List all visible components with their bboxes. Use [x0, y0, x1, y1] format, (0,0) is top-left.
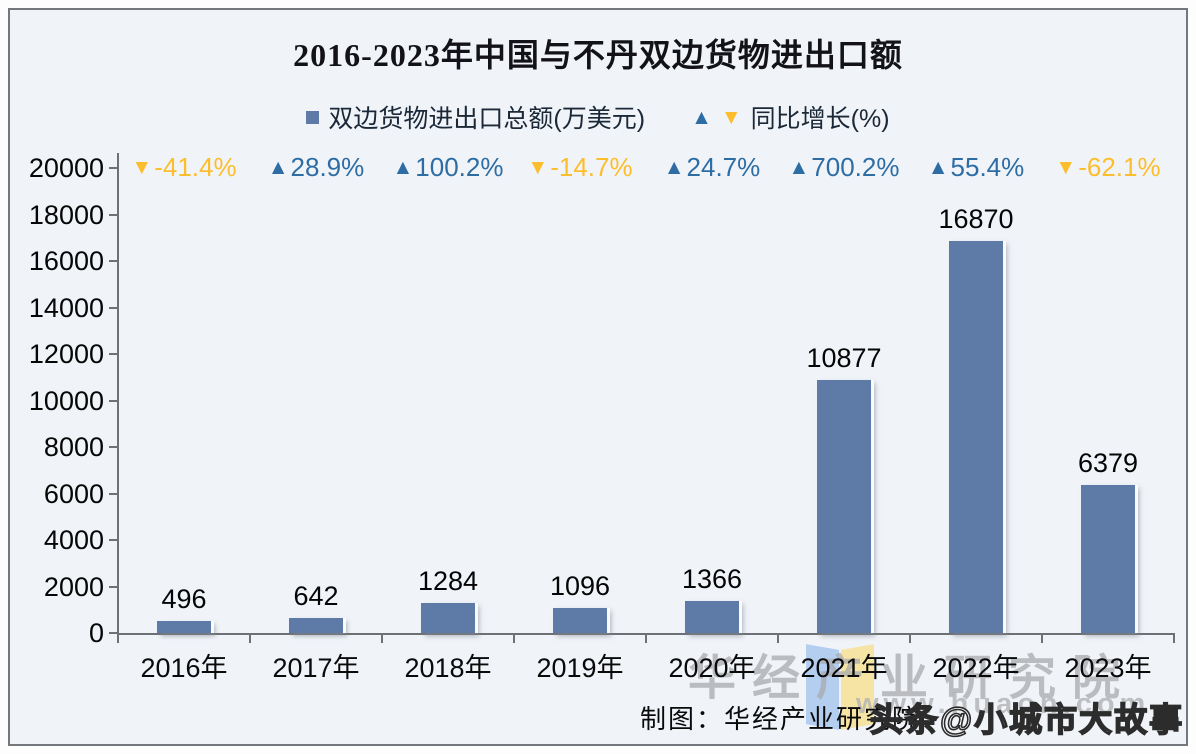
x-axis-label: 2020年 — [668, 653, 756, 683]
y-axis-tick-label: 4000 — [43, 525, 104, 555]
bar-value-label: 10877 — [806, 343, 882, 373]
bar-value-label: 496 — [161, 584, 207, 614]
x-axis-label: 2022年 — [932, 653, 1020, 683]
legend-item-growth: ▲ ▼ 同比增长(%) — [691, 99, 889, 135]
growth-value: -62.1% — [1078, 152, 1161, 182]
y-axis-tick — [109, 353, 118, 355]
x-axis-label: 2023年 — [1064, 653, 1152, 683]
x-axis-tick — [381, 635, 383, 643]
y-axis-tick — [109, 167, 118, 169]
bar-value-label: 1284 — [417, 566, 479, 596]
y-axis-tick-label: 6000 — [43, 478, 104, 509]
up-triangle-icon: ▲ — [663, 156, 685, 179]
x-axis-tick — [777, 635, 779, 643]
growth-value: 700.2% — [811, 152, 900, 182]
x-axis-tick — [1173, 635, 1175, 643]
bar — [553, 608, 607, 633]
growth-value: 55.4% — [950, 152, 1025, 182]
growth-value: 100.2% — [415, 152, 504, 182]
growth-label: ▲ 100.2% — [382, 152, 514, 183]
growth-label: ▲ 28.9% — [250, 152, 382, 183]
bar — [421, 603, 475, 633]
growth-value: 28.9% — [290, 152, 365, 182]
growth-label: ▲ 700.2% — [778, 152, 910, 183]
x-axis — [117, 633, 1175, 635]
bar — [949, 241, 1003, 633]
up-triangle-icon: ▲ — [788, 156, 810, 179]
legend-item-total: 双边货物进出口总额(万美元) — [306, 99, 645, 135]
y-axis-tick — [109, 632, 118, 634]
y-axis-tick-label: 10000 — [28, 385, 104, 416]
y-axis-tick — [109, 585, 118, 588]
legend-label-total: 双边货物进出口总额(万美元) — [328, 105, 646, 133]
x-axis-label: 2021年 — [800, 653, 888, 683]
y-axis-tick — [109, 399, 118, 402]
growth-value: 24.7% — [686, 152, 761, 182]
y-axis-tick — [109, 213, 118, 216]
x-axis-tick — [909, 635, 911, 643]
y-axis-tick — [109, 492, 118, 495]
growth-label: ▼ -62.1% — [1042, 152, 1174, 183]
down-triangle-icon: ▼ — [131, 156, 153, 179]
x-axis-tick — [249, 635, 251, 643]
watermark-url: www.huaon.com — [856, 688, 1151, 720]
y-axis-tick-label: 14000 — [28, 292, 104, 323]
growth-label: ▼ -14.7% — [514, 152, 646, 183]
attribution-text: 制图：华经产业研究院 — [640, 704, 921, 734]
bar — [157, 621, 211, 633]
up-triangle-icon: ▲ — [691, 105, 712, 129]
y-axis-tick-label: 12000 — [28, 339, 104, 369]
y-axis-tick-label: 20000 — [28, 153, 104, 183]
down-triangle-icon: ▼ — [527, 156, 549, 179]
up-triangle-icon: ▲ — [927, 156, 949, 179]
bar-value-label: 1096 — [549, 571, 611, 601]
growth-value: -14.7% — [550, 152, 633, 182]
chart-title: 2016-2023年中国与不丹双边货物进出口额 — [293, 37, 903, 73]
x-axis-tick — [1041, 635, 1043, 643]
watermark-brand: 华经产业研究院 — [688, 652, 1137, 705]
growth-label: ▲ 24.7% — [646, 152, 778, 183]
up-triangle-icon: ▲ — [392, 156, 414, 179]
x-axis-tick — [513, 635, 515, 643]
y-axis-tick-label: 0 — [88, 618, 104, 648]
down-triangle-icon: ▼ — [720, 105, 742, 129]
y-axis-tick — [109, 539, 118, 541]
watermark-account: 头条@小城市大故事 — [869, 700, 1185, 739]
y-axis — [117, 153, 119, 635]
down-triangle-icon: ▼ — [1055, 156, 1077, 179]
x-axis-tick — [117, 635, 119, 643]
bar-value-label: 6379 — [1077, 448, 1139, 478]
growth-value: -41.4% — [154, 152, 237, 182]
legend: 双边货物进出口总额(万美元) ▲ ▼ 同比增长(%) — [0, 99, 1196, 135]
y-axis-tick-label: 2000 — [43, 571, 104, 602]
y-axis-tick-label: 16000 — [28, 246, 104, 276]
y-axis-tick-label: 8000 — [43, 432, 104, 462]
y-axis-tick — [109, 260, 118, 262]
bar — [289, 618, 343, 633]
growth-label: ▲ 55.4% — [910, 152, 1042, 183]
bar-swatch-icon — [306, 110, 320, 124]
bar-value-label: 642 — [293, 581, 339, 611]
x-axis-label: 2019年 — [536, 653, 624, 683]
bar — [1081, 485, 1135, 633]
bar — [817, 380, 871, 633]
growth-label: ▼ -41.4% — [118, 152, 250, 183]
y-axis-tick — [109, 446, 118, 448]
x-axis-label: 2017年 — [272, 653, 360, 683]
x-axis-label: 2016年 — [140, 653, 228, 683]
legend-label-growth: 同比增长(%) — [750, 105, 890, 133]
y-axis-tick-label: 18000 — [28, 199, 104, 230]
x-axis-tick — [645, 635, 647, 643]
bar-value-label: 1366 — [681, 564, 743, 594]
bar-value-label: 16870 — [938, 204, 1014, 234]
bar — [685, 601, 739, 633]
up-triangle-icon: ▲ — [267, 156, 289, 179]
y-axis-tick — [109, 306, 118, 309]
x-axis-label: 2018年 — [404, 653, 492, 683]
